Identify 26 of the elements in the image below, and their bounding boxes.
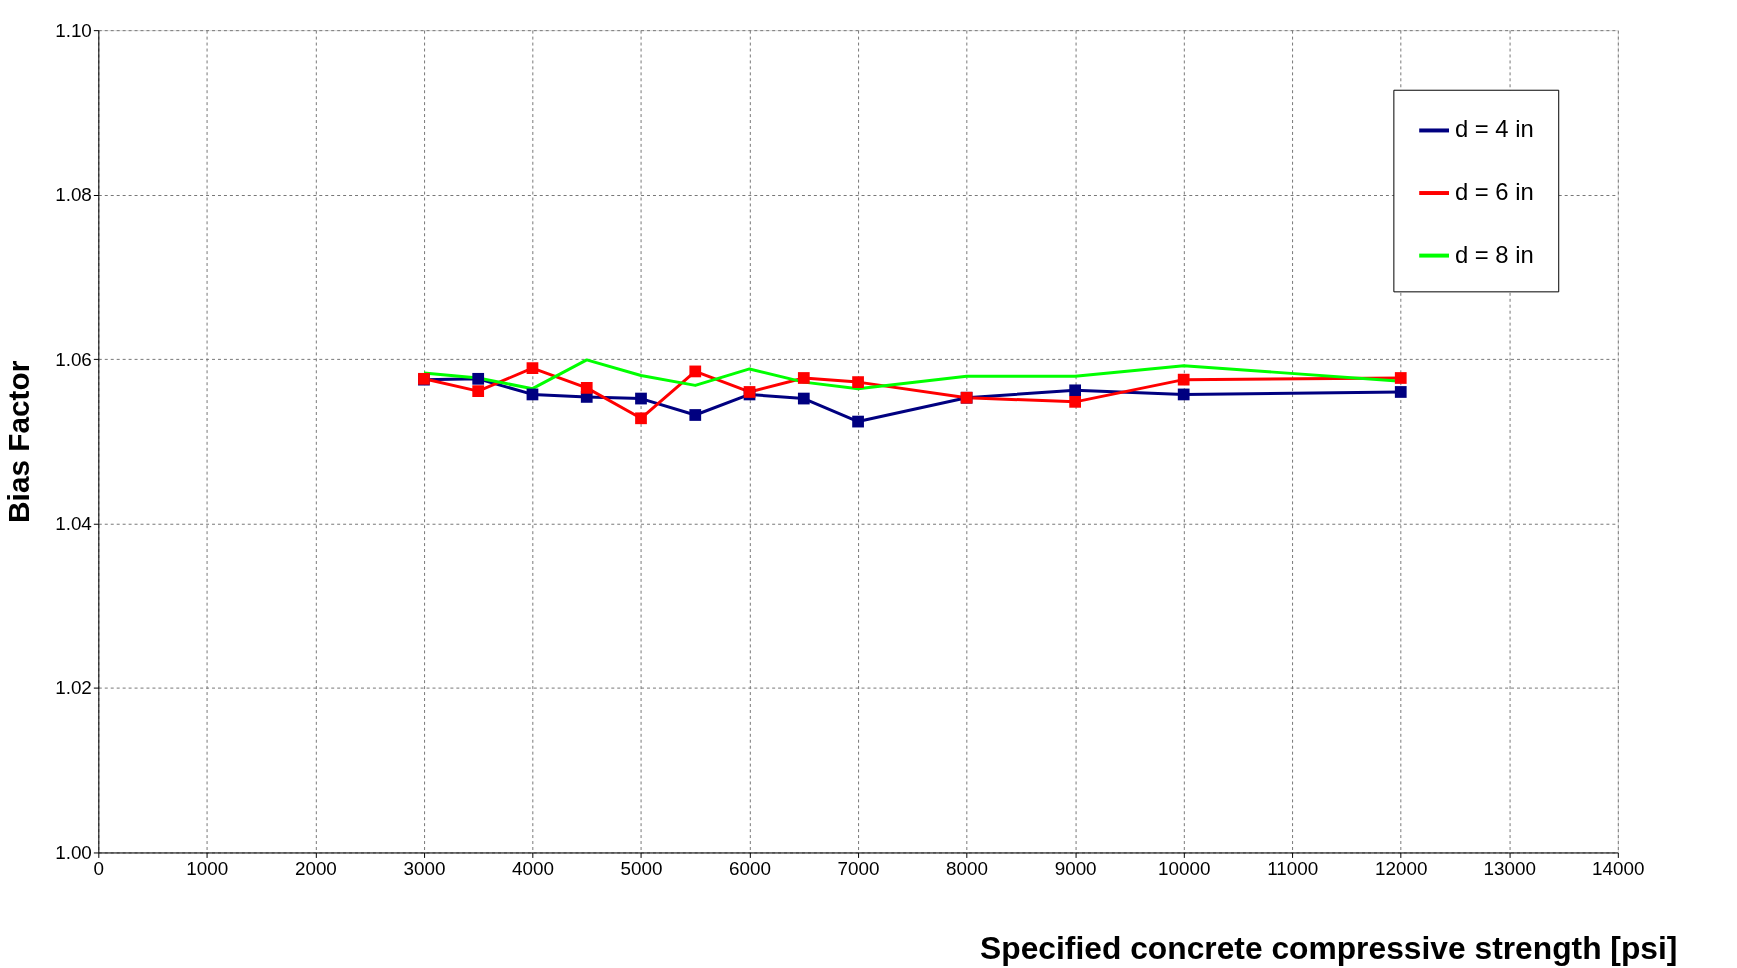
x-tick-label: 14000 [1592, 857, 1645, 879]
y-tick-label: 1.08 [55, 184, 92, 206]
x-tick-label: 4000 [511, 857, 554, 879]
legend-label: d = 6 in [1454, 177, 1534, 205]
y-tick-label: 1.06 [55, 348, 92, 370]
x-tick-label: 13000 [1483, 857, 1537, 879]
y-axis-title: Bias Factor [2, 360, 36, 523]
x-axis-title: Specified concrete compressive strength [psi] [980, 929, 1678, 966]
x-tick-label: 0 [93, 857, 105, 879]
x-tick-label: 6000 [729, 857, 772, 879]
y-tick-label: 1.00 [55, 841, 92, 863]
y-tick-label: 1.04 [55, 513, 92, 534]
x-tick-label: 10000 [1157, 857, 1211, 879]
x-tick-label: 9000 [1054, 857, 1097, 879]
y-tick-label: 1.02 [55, 677, 92, 699]
legend-label: d = 8 in [1454, 240, 1534, 268]
x-tick-label: 12000 [1375, 857, 1428, 879]
x-tick-label: 7000 [837, 857, 880, 879]
y-tick-label: 1.10 [55, 19, 92, 41]
x-tick-label: 2000 [294, 857, 337, 879]
x-tick-label: 8000 [946, 857, 989, 879]
legend-label: d = 4 in [1454, 115, 1534, 143]
x-tick-label: 3000 [403, 857, 446, 879]
x-tick-label: 11000 [1267, 857, 1319, 879]
x-tick-label: 1000 [186, 857, 229, 879]
x-tick-label: 5000 [620, 857, 663, 879]
